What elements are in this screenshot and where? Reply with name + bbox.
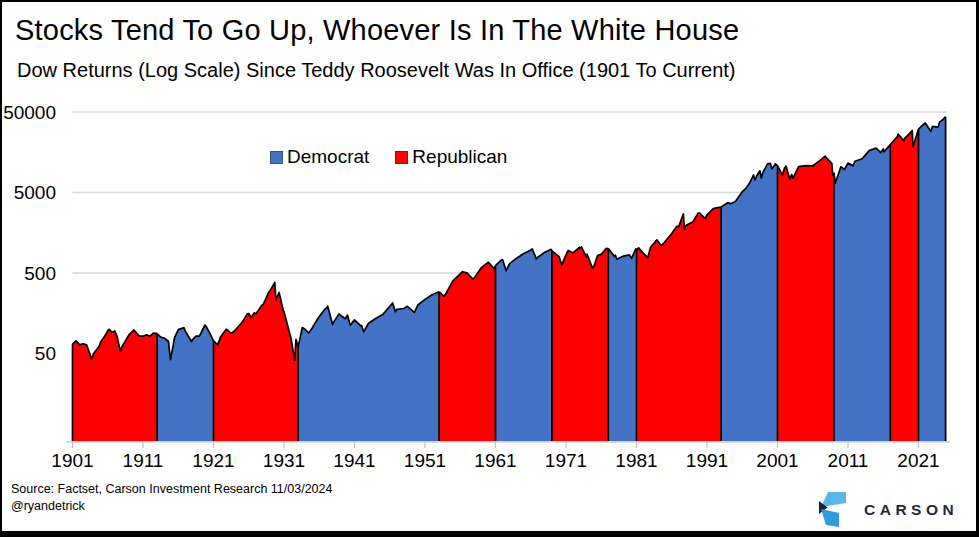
area-segment-democrat-1913 [157, 325, 213, 441]
x-tick-label-2001: 2001 [756, 450, 798, 471]
legend-item-republican: Republican [395, 146, 507, 168]
area-segment-republican-1981 [637, 207, 722, 441]
dow-log-area-chart: 50 500 5000 50000 1901 1911 1921 1931 1941 1951 19… [2, 2, 975, 531]
x-tick-label-1911: 1911 [123, 450, 164, 471]
y-tick-label-500: 500 [24, 263, 56, 284]
x-tick-label-2011: 2011 [828, 450, 869, 471]
area-segment-democrat-2021 [919, 117, 946, 441]
source-note: Source: Factset, Carson Investment Resea… [11, 481, 332, 515]
x-tick-label-1931: 1931 [263, 450, 305, 471]
area-segment-democrat-1961 [496, 249, 552, 441]
x-tick-label-1951: 1951 [404, 450, 446, 471]
carson-logo: CARSON [818, 490, 968, 530]
legend: Democrat Republican [270, 146, 507, 168]
source-line: Source: Factset, Carson Investment Resea… [11, 481, 332, 498]
area-segment-democrat-2009 [834, 145, 890, 442]
carson-chevron-icon [818, 491, 852, 529]
x-tick-label-1941: 1941 [333, 450, 375, 471]
x-tick-label-1971: 1971 [545, 450, 587, 471]
carson-wordmark: CARSON [864, 501, 958, 519]
area-segment-democrat-1933 [298, 292, 439, 441]
x-tick-label-2021: 2021 [897, 450, 939, 471]
democrat-swatch-icon [270, 151, 283, 164]
y-tick-label-5000: 5000 [14, 182, 56, 203]
legend-item-democrat: Democrat [270, 146, 369, 168]
x-tick-label-1991: 1991 [686, 450, 728, 471]
area-segment-republican-2001 [778, 156, 834, 441]
y-tick-label-50: 50 [35, 343, 56, 364]
area-segment-republican-2017 [890, 129, 918, 441]
x-tick-label-1981: 1981 [615, 450, 657, 471]
republican-swatch-icon [395, 151, 408, 164]
legend-label-democrat: Democrat [287, 146, 369, 168]
legend-label-republican: Republican [412, 146, 507, 168]
x-tick-label-1901: 1901 [51, 450, 93, 471]
area-segment-republican-1921 [214, 283, 299, 442]
x-tick-label-1961: 1961 [474, 450, 516, 471]
author-handle: @ryandetrick [11, 498, 332, 515]
area-segment-republican-1969 [552, 247, 608, 441]
y-tick-label-50000: 50000 [3, 102, 56, 123]
area-segment-democrat-1977 [608, 249, 636, 441]
area-segment-democrat-1993 [721, 163, 777, 441]
area-segment-republican-1901 [73, 329, 158, 441]
x-tick-label-1921: 1921 [192, 450, 234, 471]
chart-window: Stocks Tend To Go Up, Whoever Is In The … [0, 0, 979, 537]
